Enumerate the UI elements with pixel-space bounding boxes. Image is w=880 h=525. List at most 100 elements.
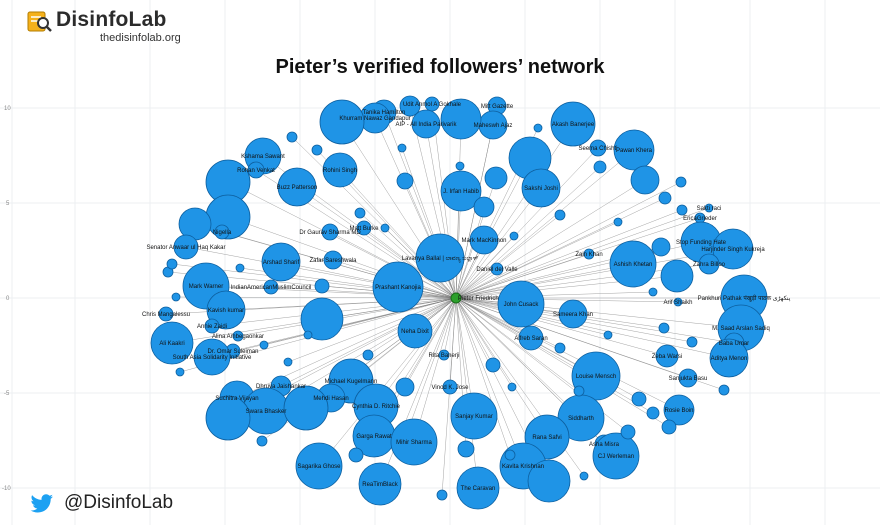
- follower-node: [256, 435, 268, 447]
- node-label: Asha Misra: [589, 442, 620, 448]
- follower-node: [676, 204, 688, 216]
- hub-node: [450, 292, 462, 304]
- follower-node: [193, 338, 231, 376]
- follower-node: [583, 248, 595, 260]
- follower-node: [573, 385, 585, 397]
- node-label: IndianAmericanMuslimCouncil: [231, 285, 312, 291]
- follower-node: [550, 101, 596, 147]
- follower-node: [554, 342, 566, 354]
- network-edge: [455, 124, 494, 299]
- node-label: Dr. Omar Suleiman: [207, 349, 258, 355]
- node-label: Dhruva Jaishankar: [256, 384, 306, 390]
- follower-node: [554, 209, 566, 221]
- node-label: Sanjay Kumar: [455, 414, 493, 420]
- follower-node: [390, 418, 438, 466]
- network-edge: [455, 297, 524, 467]
- follower-node: [214, 224, 230, 240]
- axis-tick: 10: [4, 106, 11, 112]
- network-edge: [455, 123, 574, 299]
- node-label: ReaTimBlack: [362, 482, 398, 488]
- network-edge: [455, 297, 494, 366]
- follower-node: [204, 318, 220, 334]
- network-edge: [455, 179, 646, 299]
- node-label: Rana Safvi: [532, 435, 561, 441]
- follower-node: [593, 160, 607, 174]
- network-edge: [404, 297, 457, 388]
- node-label: Mitt Gazette: [481, 104, 514, 110]
- follower-node: [456, 466, 500, 510]
- node-label: Sameera Khan: [553, 312, 593, 318]
- follower-node: [354, 207, 366, 219]
- node-label: Pankhuri Pathak पंखुड़ी पाठक پنکھڑی: [698, 294, 791, 302]
- node-label: Khurram Nawaz Gandapur: [339, 116, 410, 122]
- network-edge: [455, 235, 515, 299]
- follower-node: [661, 419, 677, 435]
- node-label: Garga Rawat: [356, 434, 392, 440]
- follower-node: [571, 351, 621, 401]
- follower-node: [436, 489, 448, 501]
- network-edge: [287, 297, 457, 363]
- follower-node: [395, 377, 415, 397]
- follower-node: [518, 325, 544, 351]
- network-edge: [455, 297, 679, 303]
- follower-node: [609, 240, 657, 288]
- network-edge: [413, 297, 457, 443]
- axis-tick: 0: [6, 296, 10, 302]
- network-edge: [455, 157, 531, 299]
- network-edge: [318, 297, 457, 467]
- follower-node: [678, 368, 698, 388]
- twitter-handle: @DisinfoLab: [64, 492, 174, 513]
- follower-node: [603, 330, 613, 340]
- network-edge: [263, 297, 457, 346]
- follower-node: [613, 129, 655, 171]
- network-edge: [455, 214, 561, 299]
- brand-url: thedisinfolab.org: [100, 32, 181, 44]
- follower-node: [397, 313, 433, 349]
- node-label: Senator Anwaar ul Haq Kakar: [146, 245, 225, 251]
- node-label: Udit Anmol A Gokhale: [403, 102, 462, 108]
- node-label: Rita Banerji: [428, 353, 459, 359]
- network-edge: [280, 261, 457, 299]
- follower-node: [171, 292, 181, 302]
- node-label: Mehdi Hasan: [313, 396, 348, 402]
- node-label: M. Saad Arslan Sadiq: [712, 326, 770, 332]
- follower-node: [613, 217, 623, 227]
- follower-node: [455, 161, 465, 171]
- network-edge: [455, 297, 654, 414]
- node-label: Prashant Kanojia: [375, 285, 421, 291]
- network-edge: [455, 297, 670, 428]
- node-label: The Caravan: [461, 486, 496, 492]
- network-edge: [455, 248, 734, 299]
- node-label: Kshama Sawant: [241, 154, 285, 160]
- network-edge: [455, 297, 582, 419]
- node-label: Matt Burke: [349, 226, 379, 232]
- follower-node: [205, 395, 251, 441]
- node-label: Maheswh Ajaz: [474, 123, 513, 129]
- follower-node: [399, 95, 421, 117]
- follower-node: [485, 357, 501, 373]
- node-label: Sagarika Ghose: [297, 464, 341, 470]
- network-edge: [375, 297, 457, 407]
- network-edge: [455, 297, 479, 489]
- follower-node: [206, 290, 246, 330]
- follower-node: [411, 109, 441, 139]
- node-label: Annie Zaidi: [197, 324, 227, 330]
- diagram-title: Pieter’s verified followers’ network: [275, 56, 605, 78]
- node-label: Nigella: [213, 230, 232, 236]
- network-edge: [280, 297, 457, 387]
- network-edge: [455, 297, 730, 359]
- follower-node: [442, 379, 458, 395]
- node-label: Alfreb Saran: [514, 336, 547, 342]
- follower-node: [660, 259, 694, 293]
- network-edge: [455, 297, 668, 357]
- follower-node: [372, 261, 424, 313]
- node-label: Zahra Billoo: [693, 262, 726, 268]
- network-edge: [455, 187, 542, 299]
- follower-node: [158, 306, 174, 322]
- node-label: Mihir Sharma: [396, 440, 432, 446]
- follower-node: [235, 263, 245, 273]
- node-label: Arshad Sharif: [263, 260, 300, 266]
